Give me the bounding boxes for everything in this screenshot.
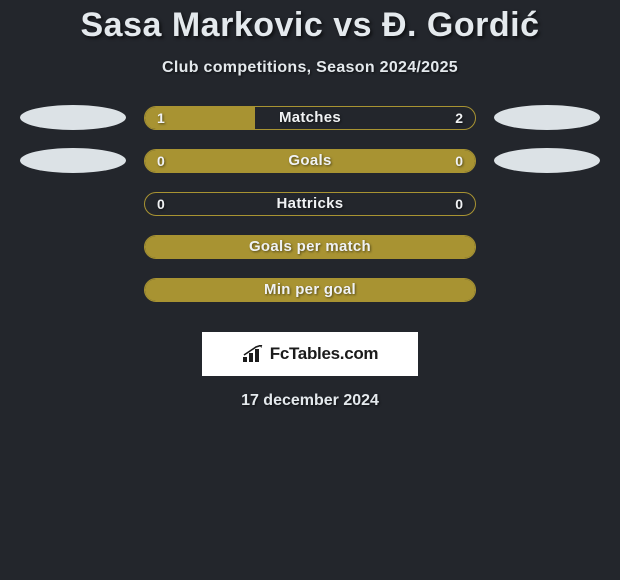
stat-label: Goals per match bbox=[249, 238, 371, 255]
comparison-rows: 1 Matches 2 0 Goals 0 0 Hattricks 0 Goals per mat… bbox=[0, 105, 620, 302]
stat-value-left: 0 bbox=[157, 196, 165, 212]
page-title: Sasa Markovic vs Đ. Gordić bbox=[0, 0, 620, 45]
player-avatar-left bbox=[20, 105, 126, 130]
comparison-row: 0 Hattricks 0 bbox=[0, 191, 620, 216]
chart-icon bbox=[242, 345, 266, 363]
date-stamp: 17 december 2024 bbox=[0, 392, 620, 410]
stat-bar: 0 Goals 0 bbox=[144, 149, 476, 173]
player-avatar-right bbox=[494, 148, 600, 173]
stat-label: Goals bbox=[288, 152, 331, 169]
stat-value-left: 0 bbox=[157, 153, 165, 169]
stat-value-right: 0 bbox=[455, 196, 463, 212]
stat-value-left: 1 bbox=[157, 110, 165, 126]
comparison-row: 1 Matches 2 bbox=[0, 105, 620, 130]
stat-value-right: 2 bbox=[455, 110, 463, 126]
player-avatar-right bbox=[494, 105, 600, 130]
comparison-row: Goals per match bbox=[0, 234, 620, 259]
stat-label: Matches bbox=[279, 109, 341, 126]
stat-label: Min per goal bbox=[264, 281, 356, 298]
stat-label: Hattricks bbox=[277, 195, 344, 212]
stat-bar: Goals per match bbox=[144, 235, 476, 259]
stat-bar: Min per goal bbox=[144, 278, 476, 302]
stat-bar: 0 Hattricks 0 bbox=[144, 192, 476, 216]
logo-box: FcTables.com bbox=[202, 332, 418, 376]
stat-bar: 1 Matches 2 bbox=[144, 106, 476, 130]
logo-text: FcTables.com bbox=[270, 344, 379, 364]
subtitle: Club competitions, Season 2024/2025 bbox=[0, 59, 620, 77]
comparison-row: 0 Goals 0 bbox=[0, 148, 620, 173]
player-avatar-left bbox=[20, 148, 126, 173]
stat-value-right: 0 bbox=[455, 153, 463, 169]
comparison-row: Min per goal bbox=[0, 277, 620, 302]
